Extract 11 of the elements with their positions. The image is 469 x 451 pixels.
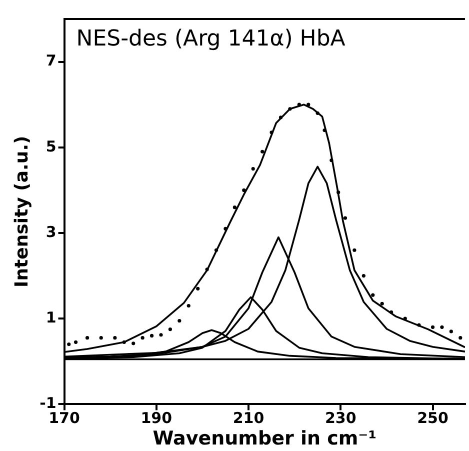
- x-tick-label: 230: [324, 409, 356, 428]
- x-tick-label: 210: [232, 409, 264, 428]
- chart-title: NES-des (Arg 141α) HbA: [76, 26, 346, 52]
- y-tick-label: 1: [46, 308, 56, 326]
- x-axis-title: Wavenumber in cm⁻¹: [152, 428, 377, 450]
- y-tick-label: 7: [46, 52, 56, 70]
- x-tick-label: 190: [140, 409, 172, 428]
- x-tick-label: 250: [417, 409, 448, 428]
- y-tick-label: 5: [46, 137, 56, 156]
- y-tick-label: 3: [46, 222, 56, 241]
- y-axis-title: Intensity (a.u.): [11, 136, 32, 288]
